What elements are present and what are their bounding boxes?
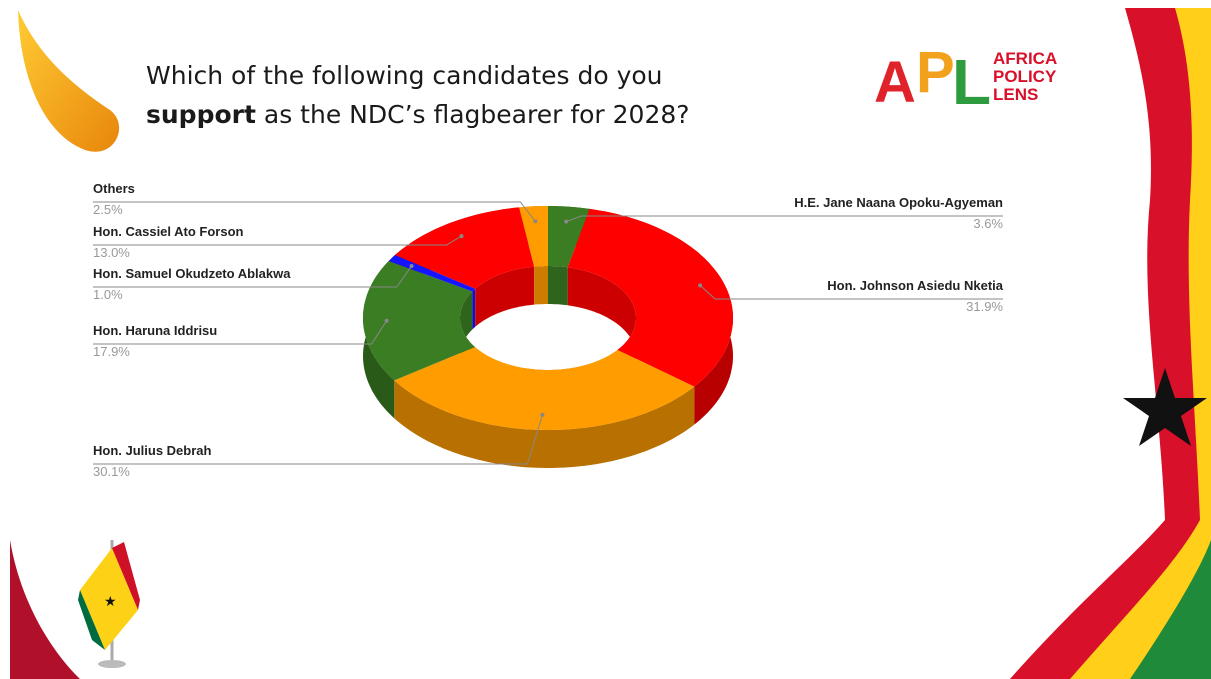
logo-name: AFRICA: [993, 49, 1057, 68]
leader-line: [699, 285, 1003, 300]
chart-title: support as the NDC’s flagbearer for 2028…: [146, 100, 690, 129]
leader-line: [93, 201, 536, 222]
logo-letter: P: [916, 40, 955, 105]
donut: H.E. Jane Naana Opoku-Agyeman 3.6% Hon. Jo…: [93, 181, 1004, 479]
slice-side: [394, 380, 695, 468]
data-label: 2.5%: [93, 202, 123, 217]
leader-dot: [459, 234, 464, 239]
leader-dot: [409, 264, 414, 268]
leader-dot: [698, 283, 703, 288]
data-label: 13.0%: [93, 245, 130, 260]
leader-line: [93, 265, 413, 288]
data-label: 31.9%: [966, 299, 1003, 314]
logo: A P L AFRICA POLICY LENS: [874, 40, 1057, 118]
leader-dot: [533, 219, 538, 224]
data-label: 17.9%: [93, 344, 130, 359]
legend-label: Others: [93, 181, 135, 196]
slice: [394, 347, 695, 430]
legend-label: Hon. Cassiel Ato Forson: [93, 224, 244, 239]
svg-text:★: ★: [104, 593, 117, 609]
title-rest: as the NDC’s flagbearer for 2028?: [264, 100, 690, 129]
logo-letter: A: [874, 50, 916, 115]
small-flag: ★: [78, 540, 140, 668]
legend-label: Hon. Samuel Okudzeto Ablakwa: [93, 266, 291, 281]
data-label: 1.0%: [93, 287, 123, 302]
leader-dot: [384, 318, 389, 323]
title-emphasis: support: [146, 100, 256, 129]
slice: [519, 206, 548, 267]
chart-title: Which of the following candidates do you: [146, 61, 663, 90]
slice: [548, 206, 590, 268]
data-label: 3.6%: [973, 216, 1003, 231]
flag-decor: [10, 8, 1211, 679]
slice: [388, 255, 476, 292]
slice: [363, 261, 475, 381]
leader-dot: [540, 412, 545, 417]
leader-line: [93, 414, 543, 465]
leader-line: [93, 320, 388, 345]
logo-name: LENS: [993, 85, 1038, 104]
slice-side: [548, 266, 568, 306]
logo-letter: L: [952, 46, 991, 118]
leader-dot: [564, 219, 569, 224]
slice-side: [472, 288, 476, 330]
legend-label: H.E. Jane Naana Opoku-Agyeman: [794, 195, 1003, 210]
legend-label: Hon. Johnson Asiedu Nketia: [827, 278, 1004, 293]
logo-name: POLICY: [993, 67, 1057, 86]
leader-line: [566, 215, 1003, 223]
legend-label: Hon. Haruna Iddrisu: [93, 323, 217, 338]
slice-side: [534, 266, 548, 305]
leader-line: [93, 235, 462, 246]
legend-label: Hon. Julius Debrah: [93, 443, 212, 458]
slice: [395, 207, 535, 289]
decor-blob: [18, 10, 120, 152]
data-label: 30.1%: [93, 464, 130, 479]
slice: [567, 208, 733, 387]
slice-side: [475, 266, 535, 327]
